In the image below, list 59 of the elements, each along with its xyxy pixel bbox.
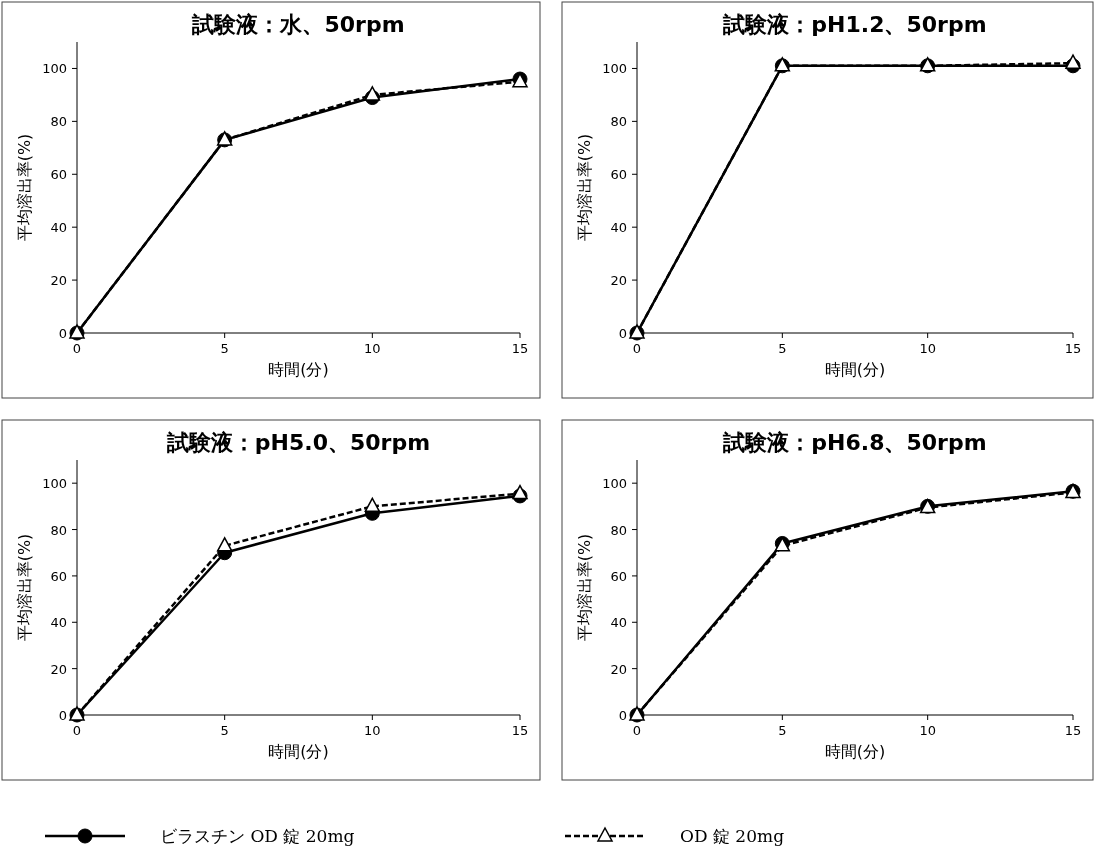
point: [216, 537, 233, 552]
y-tick-label: 60: [50, 167, 67, 183]
legend-label: OD 錠 20mg: [680, 826, 785, 846]
chart-title: 試験液：pH6.8、50rpm: [722, 430, 987, 455]
point: [512, 484, 528, 500]
x-tick-label: 0: [72, 723, 82, 738]
y-tick-label: 80: [610, 114, 627, 130]
x-tick-label: 5: [778, 341, 787, 356]
y-tick-label: 100: [602, 476, 627, 492]
y-tick-label: 80: [610, 522, 627, 538]
y-tick-label: 100: [42, 476, 67, 492]
x-tick-label: 10: [919, 723, 936, 738]
x-tick-label: 15: [511, 341, 529, 356]
y-tick-label: 20: [610, 661, 627, 677]
y-tick-label: 20: [610, 273, 627, 289]
x-tick-label: 10: [364, 341, 381, 356]
chart-title: 試験液：pH5.0、50rpm: [165, 430, 431, 455]
y-tick-label: 0: [58, 708, 67, 723]
x-tick-label: 0: [72, 341, 82, 356]
y-tick-label: 60: [610, 568, 627, 584]
y-tick-label: 0: [618, 708, 627, 723]
x-tick-label: 15: [1064, 341, 1082, 356]
x-tick-label: 5: [220, 723, 229, 738]
x-axis-title: 時間(分): [824, 360, 886, 379]
y-axis-title: 平均溶出率(%): [15, 533, 34, 642]
y-tick-label: 40: [610, 615, 627, 631]
y-tick-label: 80: [50, 114, 67, 130]
x-tick-label: 15: [1064, 723, 1082, 738]
chart-title: 試験液：水、50rpm: [191, 12, 405, 37]
y-tick-label: 100: [42, 61, 67, 77]
x-tick-label: 5: [220, 341, 229, 356]
x-tick-label: 5: [778, 723, 787, 738]
y-tick-label: 60: [610, 167, 627, 183]
x-tick-label: 15: [511, 723, 529, 738]
x-axis-title: 時間(分): [268, 742, 329, 761]
x-tick-label: 10: [919, 341, 936, 356]
y-tick-label: 60: [50, 568, 67, 584]
y-axis-title: 平均溶出率(%): [15, 133, 34, 242]
x-tick-label: 0: [632, 341, 642, 356]
y-tick-label: 0: [58, 326, 67, 341]
y-tick-label: 40: [50, 220, 67, 236]
y-tick-label: 40: [50, 615, 67, 631]
y-tick-label: 20: [50, 661, 67, 677]
y-tick-label: 40: [610, 220, 627, 236]
legend-label: ビラスチン OD 錠 20mg: [160, 826, 355, 846]
y-tick-label: 80: [50, 522, 67, 538]
y-axis-title: 平均溶出率(%): [575, 533, 594, 642]
point: [1065, 54, 1081, 69]
x-axis-title: 時間(分): [824, 742, 886, 761]
y-axis-title: 平均溶出率(%): [575, 133, 594, 242]
x-tick-label: 10: [364, 723, 381, 738]
y-tick-label: 20: [50, 273, 67, 289]
point: [364, 86, 381, 101]
x-axis-title: 時間(分): [268, 360, 329, 379]
point: [364, 497, 381, 513]
x-tick-label: 0: [632, 723, 642, 738]
y-tick-label: 0: [618, 326, 627, 341]
y-tick-label: 100: [602, 61, 627, 77]
chart-title: 試験液：pH1.2、50rpm: [722, 12, 987, 37]
